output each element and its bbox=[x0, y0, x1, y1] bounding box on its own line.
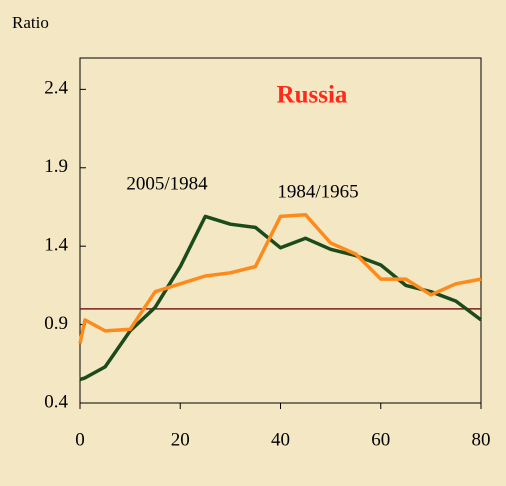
x-tick-label: 40 bbox=[271, 429, 290, 450]
x-tick-label: 0 bbox=[75, 429, 85, 450]
series-line bbox=[78, 213, 482, 344]
x-tick-label: 80 bbox=[472, 429, 491, 450]
y-tick-label: 2.4 bbox=[44, 78, 68, 99]
series-label: 2005/1984 bbox=[126, 173, 208, 194]
y-tick-label: 0.9 bbox=[44, 313, 68, 334]
y-tick-label: 0.4 bbox=[44, 391, 68, 412]
y-tick-label: 1.4 bbox=[44, 235, 68, 256]
chart-title: Russia bbox=[277, 82, 348, 109]
y-axis-label: Ratio bbox=[12, 13, 49, 32]
x-tick-label: 20 bbox=[171, 429, 190, 450]
series-label: 1984/1965 bbox=[277, 181, 358, 202]
x-tick-label: 60 bbox=[371, 429, 390, 450]
y-tick-label: 1.9 bbox=[44, 156, 68, 177]
